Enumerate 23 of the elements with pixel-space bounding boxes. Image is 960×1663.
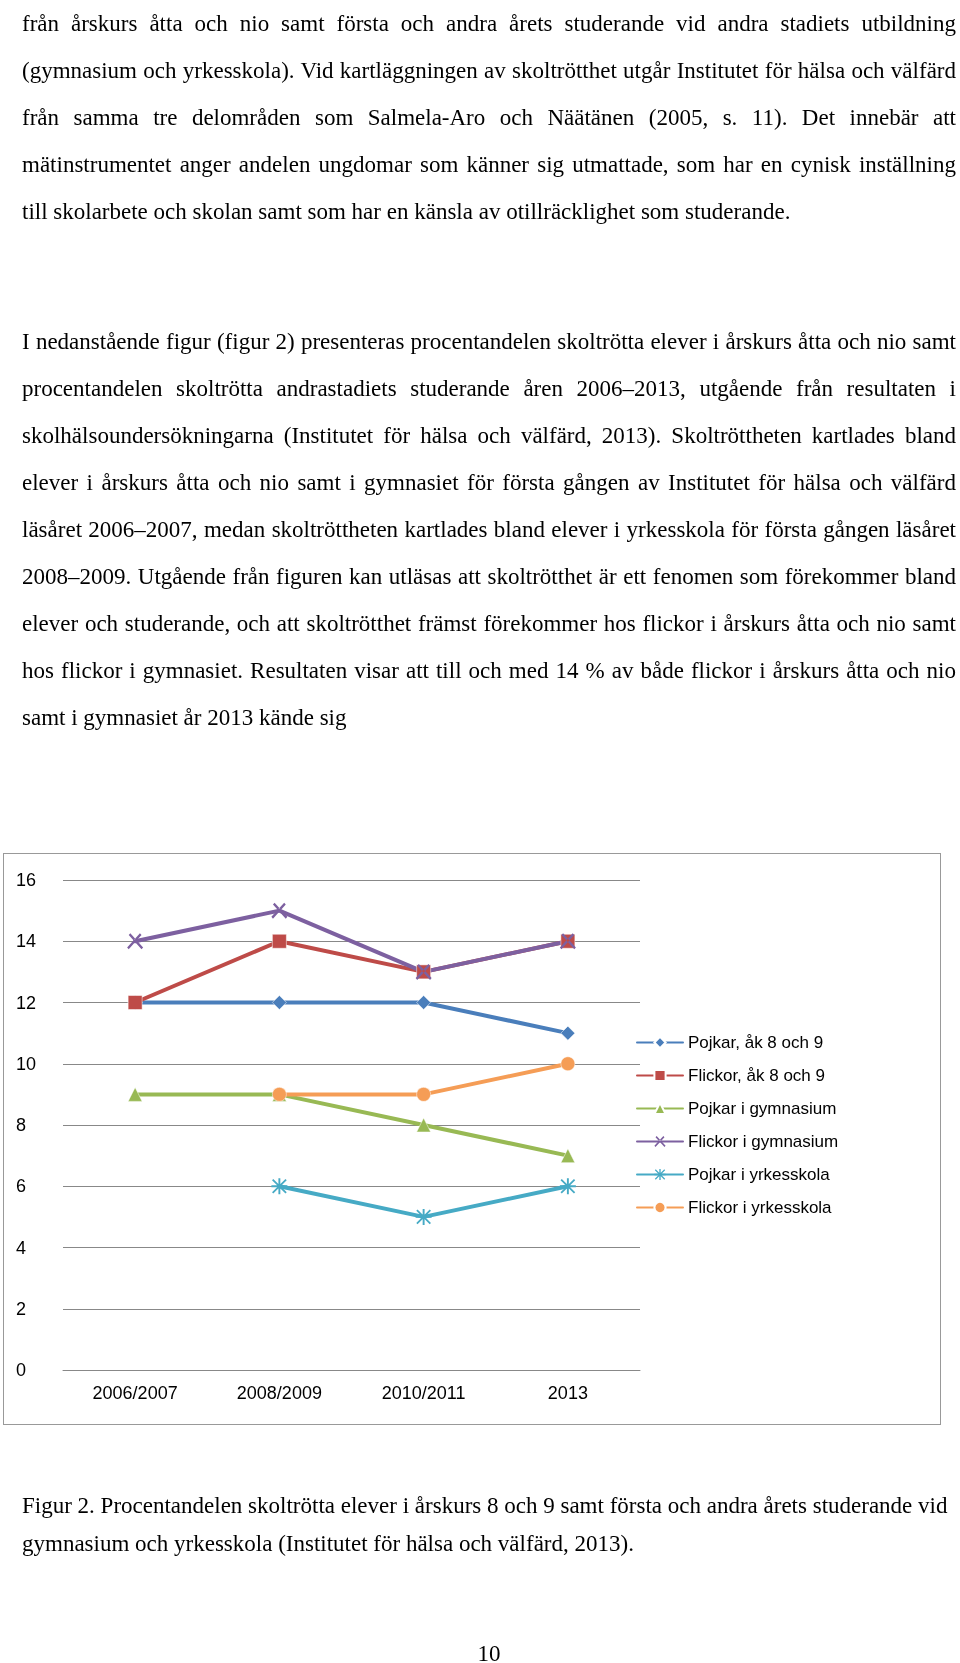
legend-label: Pojkar i yrkesskola bbox=[688, 1165, 831, 1184]
legend-label: Pojkar i gymnasium bbox=[688, 1099, 837, 1118]
y-tick-label: 0 bbox=[16, 1360, 27, 1380]
text: Figur 2. Procentandelen skoltrötta elever i årskurs 8 och 9 samt första och andra årets studerande vid gymnasium och yrkesskola (Institutet för hälsa och välfärd, 2013). bbox=[22, 1492, 949, 1558]
x-tick-label: 2010/2011 bbox=[381, 1383, 466, 1403]
x-tick-label: 2006/2007 bbox=[92, 1383, 178, 1403]
y-tick-label: 4 bbox=[16, 1237, 27, 1258]
text: 10 bbox=[476, 1640, 502, 1663]
y-tick-label: 6 bbox=[16, 1176, 27, 1197]
y-tick-label: 2 bbox=[16, 1298, 27, 1319]
y-tick-label: 12 bbox=[16, 992, 37, 1013]
y-tick-label: 8 bbox=[16, 1115, 27, 1135]
y-tick-label: 16 bbox=[16, 870, 37, 890]
y-tick-label: 14 bbox=[16, 931, 37, 952]
x-tick-label: 2013 bbox=[547, 1383, 588, 1403]
legend-label: Flickor i gymnasium bbox=[688, 1132, 839, 1151]
text: I nedanstående figur (figur 2) presenteras procentandelen skoltrötta elever i årskurs åtta och nio samt procentandelen skoltrötta andrastadiets studerande åren 2006–2013, utgående från resultaten i skolhälsoundersökningarna (Institutet för hälsa och välfärd, 2013). Skoltröttheten kartlades bland elever i årskurs åtta och nio samt i gymnasiet för första gången av Institutet för hälsa och välfärd läsåret 2006–2007, medan skoltröttheten kartlades bland elever i yrkesskola för första gången läsåret 2008–2009. Utgående från figuren kan utläsas att skoltrötthet är ett fenomen som förekommer bland elever och studerande, och att skoltrötthet främst förekommer hos flickor i årskurs åtta och nio samt hos flickor i gymnasiet. Resultaten visar att till och med 14 % av både flickor i årskurs åtta och nio samt i gymnasiet år 2013 kände sig bbox=[22, 329, 956, 730]
legend-label: Pojkar, åk 8 och 9 bbox=[688, 1033, 824, 1052]
legend-label: Flickor i yrkesskola bbox=[688, 1198, 833, 1217]
text: från årskurs åtta och nio samt första och andra årets studerande vid andra stadiets utbildning (gymnasium och yrkesskola). Vid kartläggningen av skoltrötthet utgår Institutet för hälsa och välfärd från samma tre delområden som Salmela-Aro och Näätänen (2005, s. 11). Det innebär att mätinstrumentet anger andelen ungdomar som känner sig utmattade, som har en cynisk inställning till skolarbete och skolan samt som har en känsla av otillräcklighet som studerande. bbox=[22, 10, 956, 226]
legend-label: Flickor, åk 8 och 9 bbox=[688, 1066, 826, 1085]
y-tick-label: 10 bbox=[16, 1053, 37, 1074]
x-tick-label: 2008/2009 bbox=[236, 1383, 322, 1403]
